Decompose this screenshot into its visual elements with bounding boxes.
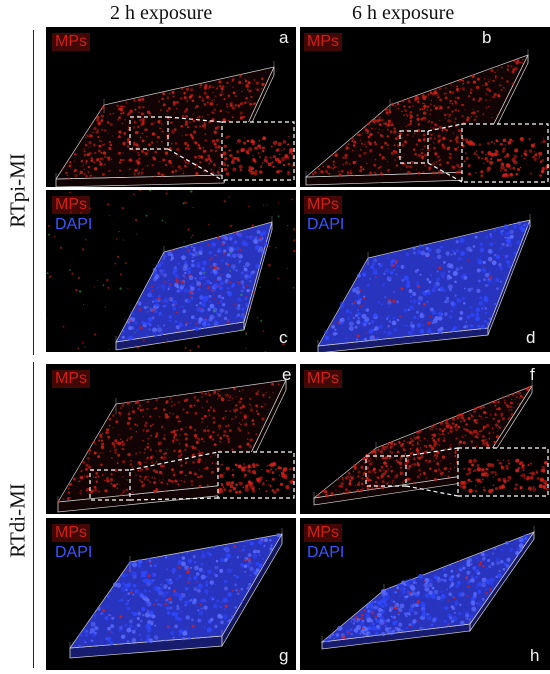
panel-e-letter: e [282,365,292,384]
panel-e-mps-label: MPs [52,370,90,388]
row-line-rtdi [33,362,35,668]
panel-h-volume [320,526,535,650]
column-header-2h: 2 h exposure [110,2,213,24]
panel-g-mps-label: MPs [52,524,90,542]
panel-c-volume [46,190,296,352]
panel-f-volume [312,380,549,506]
panel-d-dapi-label: DAPI [304,216,348,234]
row-label-rtdi: RTdi-MI [5,483,30,558]
panel-h-dapi-label: DAPI [304,544,348,562]
panel-f-letter: f [530,365,535,384]
panel-b-volume [305,49,550,186]
panel-c-dapi-label: DAPI [52,216,96,234]
panel-g-volume [69,528,283,659]
panel-d: MPs DAPI d [300,190,550,352]
panel-g-letter: g [279,646,289,665]
panel-h-letter: h [530,646,540,665]
panel-h: MPs DAPI h [300,518,550,670]
row-label-rtpi: RTpi-MI [5,153,30,228]
panel-a: MPs a [46,27,296,187]
panel-f: MPs f [300,364,550,514]
panel-a-mps-label: MPs [52,33,90,51]
panel-b-mps-label: MPs [304,33,342,51]
panel-c-letter: c [279,328,288,347]
panel-g: MPs DAPI g [46,518,296,670]
panel-f-mps-label: MPs [304,370,342,388]
panel-c: MPs DAPI c [46,190,296,352]
panel-b-letter: b [482,28,492,47]
row-line-rtpi [33,30,35,355]
panel-c-mps-label: MPs [52,196,90,214]
panel-d-letter: d [526,328,536,347]
panel-d-mps-label: MPs [304,196,342,214]
panel-a-volume [55,61,295,187]
panel-b: MPs b [300,27,550,187]
panel-e-volume [57,374,295,513]
panel-e: MPs e [46,364,296,514]
panel-d-volume [317,214,531,352]
panel-a-letter: a [279,28,289,47]
panel-g-dapi-label: DAPI [52,544,96,562]
panel-h-mps-label: MPs [304,524,342,542]
column-header-6h: 6 h exposure [352,2,455,24]
